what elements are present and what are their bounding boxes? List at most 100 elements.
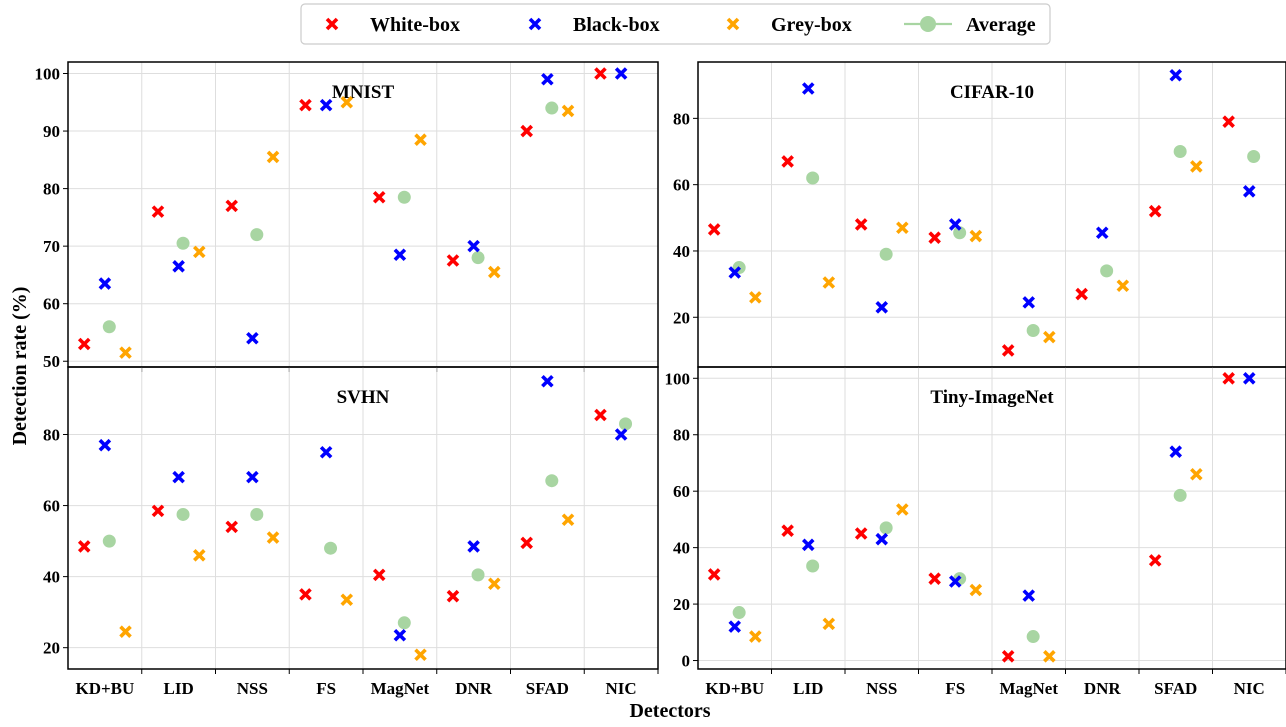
legend-label-white-box: White-box (370, 14, 460, 36)
data-point-grey-box (1191, 161, 1201, 171)
xtick-label: LID (164, 679, 194, 698)
data-point-grey-box (489, 579, 499, 589)
xtick-label: KD+BU (705, 679, 764, 698)
data-point-black-box (1244, 186, 1254, 196)
data-point-grey-box (1191, 469, 1201, 479)
data-point-white-box (522, 538, 532, 548)
data-point-average (806, 172, 819, 185)
data-point-black-box (1024, 297, 1034, 307)
data-point-white-box (1150, 555, 1160, 565)
data-point-white-box (930, 574, 940, 584)
data-point-grey-box (489, 267, 499, 277)
ytick-label: 40 (673, 242, 690, 261)
data-point-black-box (1097, 228, 1107, 238)
data-point-grey-box (1044, 332, 1054, 342)
data-point-grey-box (121, 348, 131, 358)
data-point-white-box (300, 100, 310, 110)
data-point-black-box (247, 472, 257, 482)
data-point-white-box (709, 224, 719, 234)
data-point-black-box (542, 74, 552, 84)
xtick-label: LID (793, 679, 823, 698)
data-point-white-box (374, 570, 384, 580)
data-point-black-box (321, 100, 331, 110)
data-point-grey-box (824, 277, 834, 287)
ytick-label: 90 (43, 122, 60, 141)
data-point-grey-box (824, 619, 834, 629)
xtick-label: DNR (455, 679, 493, 698)
data-point-grey-box (194, 550, 204, 560)
data-point-black-box (395, 630, 405, 640)
data-point-average (1027, 324, 1040, 337)
data-point-black-box (950, 219, 960, 229)
data-point-white-box (1077, 289, 1087, 299)
xtick-label: MagNet (371, 679, 430, 698)
ytick-label: 100 (665, 369, 691, 388)
data-point-white-box (595, 410, 605, 420)
ytick-label: 40 (43, 568, 60, 587)
data-point-average (472, 251, 485, 264)
ytick-label: 20 (43, 639, 60, 658)
data-point-average (880, 248, 893, 261)
data-point-white-box (1150, 206, 1160, 216)
series-white-box (709, 373, 1234, 661)
data-point-grey-box (342, 595, 352, 605)
data-point-white-box (448, 256, 458, 266)
data-point-grey-box (897, 223, 907, 233)
xtick-label: NIC (606, 679, 637, 698)
legend: White-box Black-box Grey-box Average (301, 4, 1050, 44)
data-point-average (250, 228, 263, 241)
legend-label-average: Average (966, 14, 1036, 36)
data-point-black-box (174, 261, 184, 271)
panel-title: Tiny-ImageNet (930, 387, 1054, 408)
data-point-average (472, 568, 485, 581)
data-point-grey-box (750, 632, 760, 642)
legend-label-black-box: Black-box (573, 14, 660, 36)
series-white-box (79, 69, 605, 349)
ytick-label: 80 (673, 109, 690, 128)
series-grey-box (121, 515, 574, 660)
series-average (733, 145, 1261, 337)
data-point-grey-box (268, 533, 278, 543)
ytick-label: 60 (673, 482, 690, 501)
data-point-average (1027, 630, 1040, 643)
data-point-grey-box (416, 135, 426, 145)
data-point-black-box (100, 440, 110, 450)
xtick-label: MagNet (999, 679, 1058, 698)
data-point-white-box (1003, 651, 1013, 661)
data-point-black-box (730, 622, 740, 632)
legend-label-grey-box: Grey-box (771, 14, 852, 36)
ytick-label: 100 (35, 65, 61, 84)
data-point-white-box (227, 522, 237, 532)
xtick-label: SFAD (1154, 679, 1197, 698)
data-point-white-box (930, 233, 940, 243)
ytick-label: 80 (43, 180, 60, 199)
series-grey-box (750, 161, 1201, 342)
data-point-white-box (227, 201, 237, 211)
ytick-label: 20 (673, 595, 690, 614)
data-point-average (880, 521, 893, 534)
series-average (103, 102, 559, 334)
data-point-average (398, 191, 411, 204)
data-point-average (177, 237, 190, 250)
data-point-average (1247, 150, 1260, 163)
y-axis-label: Detection rate (%) (9, 287, 31, 446)
series-white-box (709, 117, 1234, 356)
series-grey-box (121, 97, 574, 357)
data-point-average (1100, 264, 1113, 277)
xtick-label: FS (316, 679, 336, 698)
data-point-average (806, 559, 819, 572)
data-point-average (733, 606, 746, 619)
panel-title: MNIST (332, 82, 395, 103)
data-point-average (177, 508, 190, 521)
data-point-white-box (856, 219, 866, 229)
data-point-average (398, 616, 411, 629)
data-point-grey-box (971, 585, 981, 595)
x-axis-label: Detectors (629, 700, 710, 722)
xtick-label: DNR (1084, 679, 1122, 698)
data-point-grey-box (1118, 281, 1128, 291)
data-point-black-box (1171, 447, 1181, 457)
